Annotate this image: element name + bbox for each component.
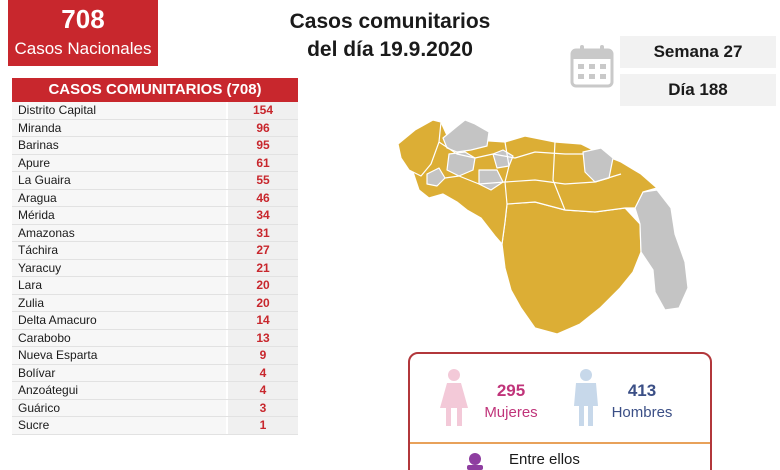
state-case-count: 31 (226, 224, 298, 241)
state-case-count: 14 (226, 312, 298, 329)
national-cases-label: Casos Nacionales (14, 39, 152, 58)
state-case-count: 3 (226, 399, 298, 416)
map-region-delta (634, 189, 689, 311)
gender-panel-divider (410, 442, 710, 444)
table-row: Barinas 95 (12, 137, 298, 155)
state-case-count: 20 (226, 277, 298, 294)
table-row: Zulia 20 (12, 294, 298, 312)
state-case-count: 96 (226, 119, 298, 136)
state-name: La Guaira (12, 172, 226, 189)
table-row: Sucre 1 (12, 417, 298, 435)
female-label: Mujeres (484, 404, 538, 421)
national-cases-count: 708 (61, 4, 105, 34)
map-region-merida (426, 167, 446, 187)
state-case-count: 21 (226, 259, 298, 276)
table-row: Carabobo 13 (12, 329, 298, 347)
state-case-count: 4 (226, 382, 298, 399)
day-label: Día 188 (620, 74, 776, 106)
state-name: Carabobo (12, 329, 226, 346)
table-row: Apure 61 (12, 154, 298, 172)
page-title: Casos comunitarios del día 19.9.2020 (250, 8, 530, 64)
table-row: Mérida 34 (12, 207, 298, 225)
table-row: Anzoátegui 4 (12, 382, 298, 400)
table-row: Guárico 3 (12, 399, 298, 417)
state-name: Nueva Esparta (12, 347, 226, 364)
table-row: Bolívar 4 (12, 364, 298, 382)
state-name: Táchira (12, 242, 226, 259)
table-row: Yaracuy 21 (12, 259, 298, 277)
state-case-count: 95 (226, 137, 298, 154)
table-row: Lara 20 (12, 277, 298, 295)
state-case-count: 154 (226, 102, 298, 119)
map-region-lara (446, 151, 476, 177)
state-name: Lara (12, 277, 226, 294)
title-line-2: del día 19.9.2020 (307, 38, 473, 61)
state-name: Zulia (12, 294, 226, 311)
state-case-count: 61 (226, 154, 298, 171)
state-case-count: 13 (226, 329, 298, 346)
table-header: CASOS COMUNITARIOS (708) (12, 78, 298, 102)
table-row: Aragua 46 (12, 189, 298, 207)
map-region-falcon (442, 119, 490, 153)
venezuela-map (397, 119, 689, 335)
person-icon (467, 453, 483, 470)
table-row: La Guaira 55 (12, 172, 298, 190)
state-case-count: 27 (226, 242, 298, 259)
state-name: Sucre (12, 417, 226, 434)
calendar-icon (570, 45, 614, 88)
state-case-count: 34 (226, 207, 298, 224)
state-name: Apure (12, 154, 226, 171)
state-case-count: 4 (226, 364, 298, 381)
state-name: Aragua (12, 189, 226, 206)
map-region-south (501, 201, 642, 335)
gender-panel (408, 352, 712, 470)
title-line-1: Casos comunitarios (289, 10, 491, 33)
table-row: Distrito Capital 154 (12, 102, 298, 120)
table-row: Miranda 96 (12, 119, 298, 137)
state-name: Amazonas (12, 224, 226, 241)
community-cases-table: CASOS COMUNITARIOS (708) Distrito Capita… (12, 78, 298, 435)
state-name: Distrito Capital (12, 102, 226, 119)
male-count: 413 (627, 381, 657, 400)
state-name: Delta Amacuro (12, 312, 226, 329)
male-person-icon (574, 369, 598, 426)
table-row: Amazonas 31 (12, 224, 298, 242)
state-case-count: 55 (226, 172, 298, 189)
state-name: Yaracuy (12, 259, 226, 276)
female-person-icon (440, 369, 468, 426)
state-name: Miranda (12, 119, 226, 136)
week-label: Semana 27 (620, 36, 776, 68)
table-row: Delta Amacuro 14 (12, 312, 298, 330)
state-name: Guárico (12, 399, 226, 416)
national-cases-box: 708 Casos Nacionales (8, 0, 158, 66)
state-name: Anzoátegui (12, 382, 226, 399)
state-name: Barinas (12, 137, 226, 154)
between-label: Entre ellos (509, 451, 580, 468)
state-case-count: 20 (226, 294, 298, 311)
state-case-count: 1 (226, 417, 298, 434)
map-region-zulia (397, 119, 442, 177)
state-name: Mérida (12, 207, 226, 224)
state-case-count: 9 (226, 347, 298, 364)
female-count: 295 (496, 381, 526, 400)
state-name: Bolívar (12, 364, 226, 381)
map-region-barinas (478, 169, 504, 191)
table-row: Táchira 27 (12, 242, 298, 260)
state-case-count: 46 (226, 189, 298, 206)
table-row: Nueva Esparta 9 (12, 347, 298, 365)
male-label: Hombres (611, 404, 673, 421)
